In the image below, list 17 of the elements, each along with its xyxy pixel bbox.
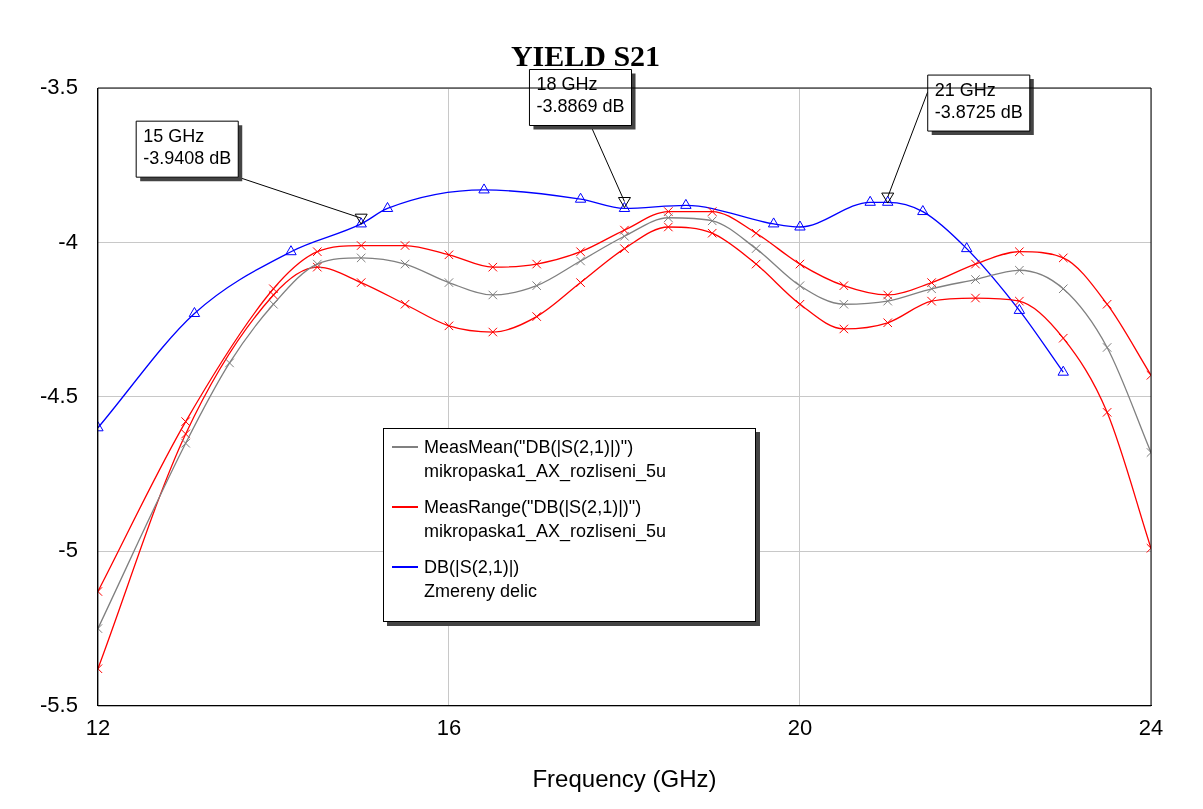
annotation: 21 GHz -3.8725 dB [934, 80, 1023, 123]
y-tick-label: -4.5 [39, 382, 78, 408]
annotation: 15 GHz -3.9408 dB [143, 126, 232, 169]
y-tick-label: -3.5 [39, 74, 78, 100]
y-tick-label: -5 [58, 537, 78, 563]
x-tick-label: 20 [787, 715, 813, 741]
chart-title: YIELD S21 [510, 38, 661, 72]
legend-label: DB(|S(2,1)|) Zmereny delic [424, 556, 538, 603]
x-tick-label: 12 [85, 715, 111, 741]
annotation: 18 GHz -3.8869 dB [536, 74, 625, 117]
x-tick-label: 24 [1138, 715, 1164, 741]
x-axis-title: Frequency (GHz) [532, 765, 717, 793]
legend-label: MeasMean("DB(|S(2,1)|)") mikropaska1_AX_rozliseni_5u [424, 436, 667, 483]
legend-label: MeasRange("DB(|S(2,1)|)") mikropaska1_AX_rozliseni_5u [424, 496, 667, 543]
x-tick-label: 16 [436, 715, 462, 741]
y-tick-label: -5.5 [39, 691, 78, 717]
y-tick-label: -4 [58, 228, 78, 254]
